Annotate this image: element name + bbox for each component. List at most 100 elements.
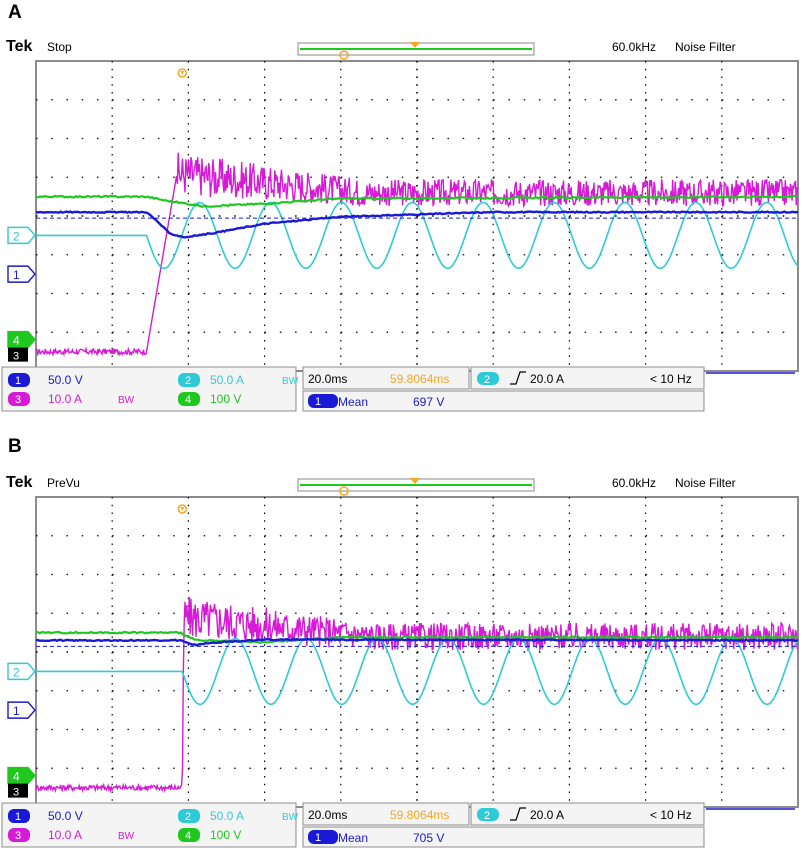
series-ch4-trace: [35, 630, 798, 644]
ch4-scale-badge-num: 4: [185, 394, 191, 406]
trigger-level-value: 20.0 A: [530, 808, 564, 822]
measurement-value: 697 V: [413, 395, 444, 409]
series-ch2-trace: [36, 637, 799, 706]
trigger-panel: [470, 366, 705, 390]
ch3-scale-badge: [8, 828, 30, 842]
noise-filter-label: Noise Filter: [675, 476, 736, 490]
channel-scale-panel: [1, 366, 297, 412]
ch1-ground-marker: 1: [7, 265, 36, 283]
graticule-grid: [36, 497, 798, 807]
measurement-panel: [302, 826, 705, 848]
ch3-scale-badge: [8, 392, 30, 406]
ch2-ground-marker-shape: [7, 662, 36, 681]
brand-logo: Tek: [6, 38, 32, 55]
series-ch1-trace: [35, 637, 799, 647]
ch2-scale-badge-num: 2: [185, 811, 191, 823]
rising-edge-icon: [510, 371, 526, 385]
series-ch1-trace: [35, 210, 799, 239]
record-trigger-icon: [339, 50, 349, 60]
ch1-ground-marker-shape: [7, 265, 36, 283]
ch3-scale-value: 10.0 A: [48, 392, 82, 406]
ch1-ground-marker-shape: [7, 701, 36, 719]
brand-logo: Tek: [6, 474, 32, 491]
ch1-scale-badge: [8, 809, 30, 823]
trigger-position-value: 59.8064ms: [390, 808, 449, 822]
channel-scale-panel: [1, 802, 297, 848]
ch4-ground-marker: 4: [7, 766, 36, 785]
ch1-scale-value: 50.0 V: [48, 373, 83, 387]
timebase-panel: [302, 802, 470, 826]
ch1-ground-marker-number: 1: [13, 268, 20, 282]
ch4-ground-marker-number: 4: [13, 770, 20, 784]
series-ch2-trace: [36, 201, 799, 270]
trigger-position-value: 59.8064ms: [390, 372, 449, 386]
trigger-time-glyph: [180, 71, 185, 75]
ch3-bw-label: BW: [118, 831, 135, 842]
trigger-source-badge: [477, 372, 499, 385]
ch1-ground-marker-number: 1: [13, 704, 20, 718]
ch4-ground-marker: 4: [7, 330, 36, 349]
ch2-scale-badge: [178, 373, 200, 387]
measurement-source-num: 1: [315, 832, 321, 844]
ch3-ground-number: 3: [13, 351, 19, 363]
ch2-ground-marker: 2: [7, 662, 36, 681]
ch2-ground-marker-number: 2: [13, 229, 20, 243]
trigger-time-glyph: [180, 507, 185, 511]
acquisition-rate: 60.0kHz: [612, 40, 656, 54]
scope-b: Tek PreVu 60.0kHz Noise Filter 2 1 4 3 1 50.0 V 2 5…: [0, 471, 809, 848]
ch3-ground-marker: [8, 347, 28, 362]
ch2-scale-value: 50.0 A: [210, 373, 244, 387]
trigger-position-marker: [410, 42, 420, 48]
trigger-time-icon: [177, 504, 188, 514]
trigger-panel: [470, 802, 705, 826]
ch2-ground-marker: 2: [7, 226, 36, 245]
ch4-ground-marker-shape: [7, 766, 36, 785]
ch3-ground-marker: [8, 783, 28, 798]
trigger-level-value: 20.0 A: [530, 372, 564, 386]
ch2-scale-badge: [178, 809, 200, 823]
trigger-frequency-value: < 10 Hz: [650, 808, 692, 822]
scope-b-display: Tek PreVu 60.0kHz Noise Filter 2 1 4 3 1 50.0 V 2 5…: [1, 474, 799, 848]
ch2-scale-value: 50.0 A: [210, 809, 244, 823]
ch3-ground-number: 3: [13, 787, 19, 799]
measurement-label: Mean: [338, 395, 368, 409]
measurement-panel: [302, 390, 705, 412]
trigger-source-num: 2: [484, 374, 490, 386]
measurement-source-badge: [308, 394, 338, 408]
measurement-source-num: 1: [315, 396, 321, 408]
ch2-bw-label: BW: [282, 376, 299, 387]
trigger-source-num: 2: [484, 810, 490, 822]
scope-a-display: Tek Stop 60.0kHz Noise Filter 2 1 4 3 1 50.0 V 2 50…: [1, 38, 799, 412]
acquisition-state: PreVu: [47, 476, 80, 490]
scope-a: Tek Stop 60.0kHz Noise Filter 2 1 4 3 1 50.0 V 2 50…: [0, 35, 809, 412]
rising-edge-icon: [510, 807, 526, 821]
ch1-scale-badge-num: 1: [15, 811, 21, 823]
ch3-scale-badge-num: 3: [15, 394, 21, 406]
series-ch3-trace: [35, 596, 799, 794]
timebase-value: 20.0ms: [308, 372, 347, 386]
measurement-label: Mean: [338, 831, 368, 845]
panel-b-label: B: [8, 436, 22, 457]
ch1-scale-value: 50.0 V: [48, 809, 83, 823]
series-ch4-trace: [35, 194, 799, 208]
trigger-frequency-value: < 10 Hz: [650, 372, 692, 386]
acquisition-rate: 60.0kHz: [612, 476, 656, 490]
ch3-bw-label: BW: [118, 395, 135, 406]
measurement-source-badge: [308, 830, 338, 844]
ch4-scale-badge: [178, 828, 200, 842]
record-trigger-icon: [339, 486, 349, 496]
ch2-ground-marker-number: 2: [13, 665, 20, 679]
ch2-bw-label: BW: [282, 812, 299, 823]
trigger-time-icon: [177, 68, 188, 78]
trigger-position-marker: [410, 478, 420, 484]
ch4-ground-marker-shape: [7, 330, 36, 349]
ch4-scale-value: 100 V: [210, 828, 241, 842]
noise-filter-label: Noise Filter: [675, 40, 736, 54]
timebase-panel: [302, 366, 470, 390]
ch4-ground-marker-number: 4: [13, 334, 20, 348]
timebase-value: 20.0ms: [308, 808, 347, 822]
ch2-ground-marker-shape: [7, 226, 36, 245]
ch1-scale-badge-num: 1: [15, 375, 21, 387]
ch4-scale-badge-num: 4: [185, 830, 191, 842]
ch2-scale-badge-num: 2: [185, 375, 191, 387]
